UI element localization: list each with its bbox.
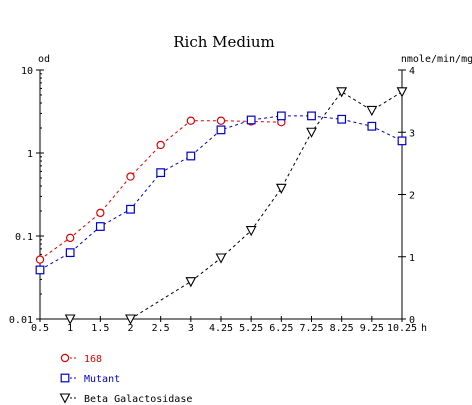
x-tick-label: 1.5 (91, 323, 109, 334)
data-point (397, 136, 407, 146)
legend-item: Mutant (60, 373, 120, 385)
data-point (216, 116, 226, 125)
legend: 168 Mutant Beta Galactosidase (59, 353, 192, 405)
data-point (396, 87, 408, 98)
data-point (125, 314, 136, 325)
data-point (216, 125, 226, 135)
right-tick-label: 4 (409, 66, 415, 77)
x-tick-label: 9.25 (360, 323, 384, 334)
data-point (246, 115, 256, 125)
data-point (215, 253, 227, 264)
x-tick-label: 8.25 (330, 323, 354, 334)
legend-label: Mutant (84, 374, 120, 385)
data-point (95, 222, 105, 231)
series-1 (35, 116, 286, 264)
legend-marker (60, 373, 70, 383)
data-point (35, 255, 45, 264)
data-point (35, 265, 45, 275)
data-point (307, 111, 316, 121)
series-line (70, 91, 403, 320)
series-line (39, 120, 282, 261)
legend-item: 168 (60, 353, 102, 365)
data-point (186, 116, 196, 125)
data-point (245, 226, 257, 237)
chart-title: Rich Medium (173, 33, 274, 51)
left-tick-label: 0.01 (9, 315, 33, 326)
legend-label: Beta Galactosidase (84, 394, 192, 405)
x-tick-label: 3 (188, 323, 194, 334)
data-point (337, 114, 347, 124)
data-point (156, 168, 166, 178)
x-tick-label: 10.25 (387, 323, 417, 334)
legend-marker (59, 393, 71, 404)
legend-marker (60, 353, 70, 363)
data-point (126, 204, 135, 214)
left-axis-label: od (38, 54, 50, 65)
data-point (306, 127, 317, 138)
data-point (185, 277, 197, 288)
right-tick-label: 1 (409, 253, 415, 264)
data-point (186, 151, 196, 161)
legend-label: 168 (84, 354, 102, 365)
data-point (64, 314, 76, 325)
x-tick-label: 6.25 (269, 323, 293, 334)
data-point (275, 183, 287, 194)
x-tick-label: 2.5 (152, 323, 170, 334)
data-point (65, 233, 75, 243)
left-tick-label: 1 (27, 149, 33, 160)
x-axis-unit: h (421, 323, 427, 334)
left-tick-label: 10 (21, 66, 33, 77)
x-tick-label: 4.25 (209, 323, 233, 334)
x-tick-label: 2 (127, 323, 133, 334)
data-point (65, 248, 75, 258)
data-point (126, 172, 135, 181)
legend-item: Beta Galactosidase (59, 393, 192, 405)
series-3 (64, 87, 408, 325)
series-layer (35, 87, 408, 325)
left-tick-label: 0.1 (15, 232, 33, 243)
series-2 (35, 111, 407, 275)
x-tick-label: 5.25 (239, 323, 263, 334)
data-point (156, 140, 165, 150)
x-tick-label: 0.5 (31, 323, 49, 334)
series-line (39, 115, 403, 271)
x-tick-label: 7.25 (299, 323, 323, 334)
x-tick-label: 1 (67, 323, 73, 334)
data-point (336, 87, 348, 98)
right-tick-label: 3 (409, 128, 415, 139)
right-tick-label: 0 (409, 315, 415, 326)
right-tick-label: 2 (409, 191, 415, 202)
data-point (367, 121, 377, 131)
data-point (96, 208, 105, 218)
data-point (366, 105, 378, 117)
right-axis-label: nmole/min/mg (401, 54, 472, 65)
data-point (276, 111, 286, 121)
